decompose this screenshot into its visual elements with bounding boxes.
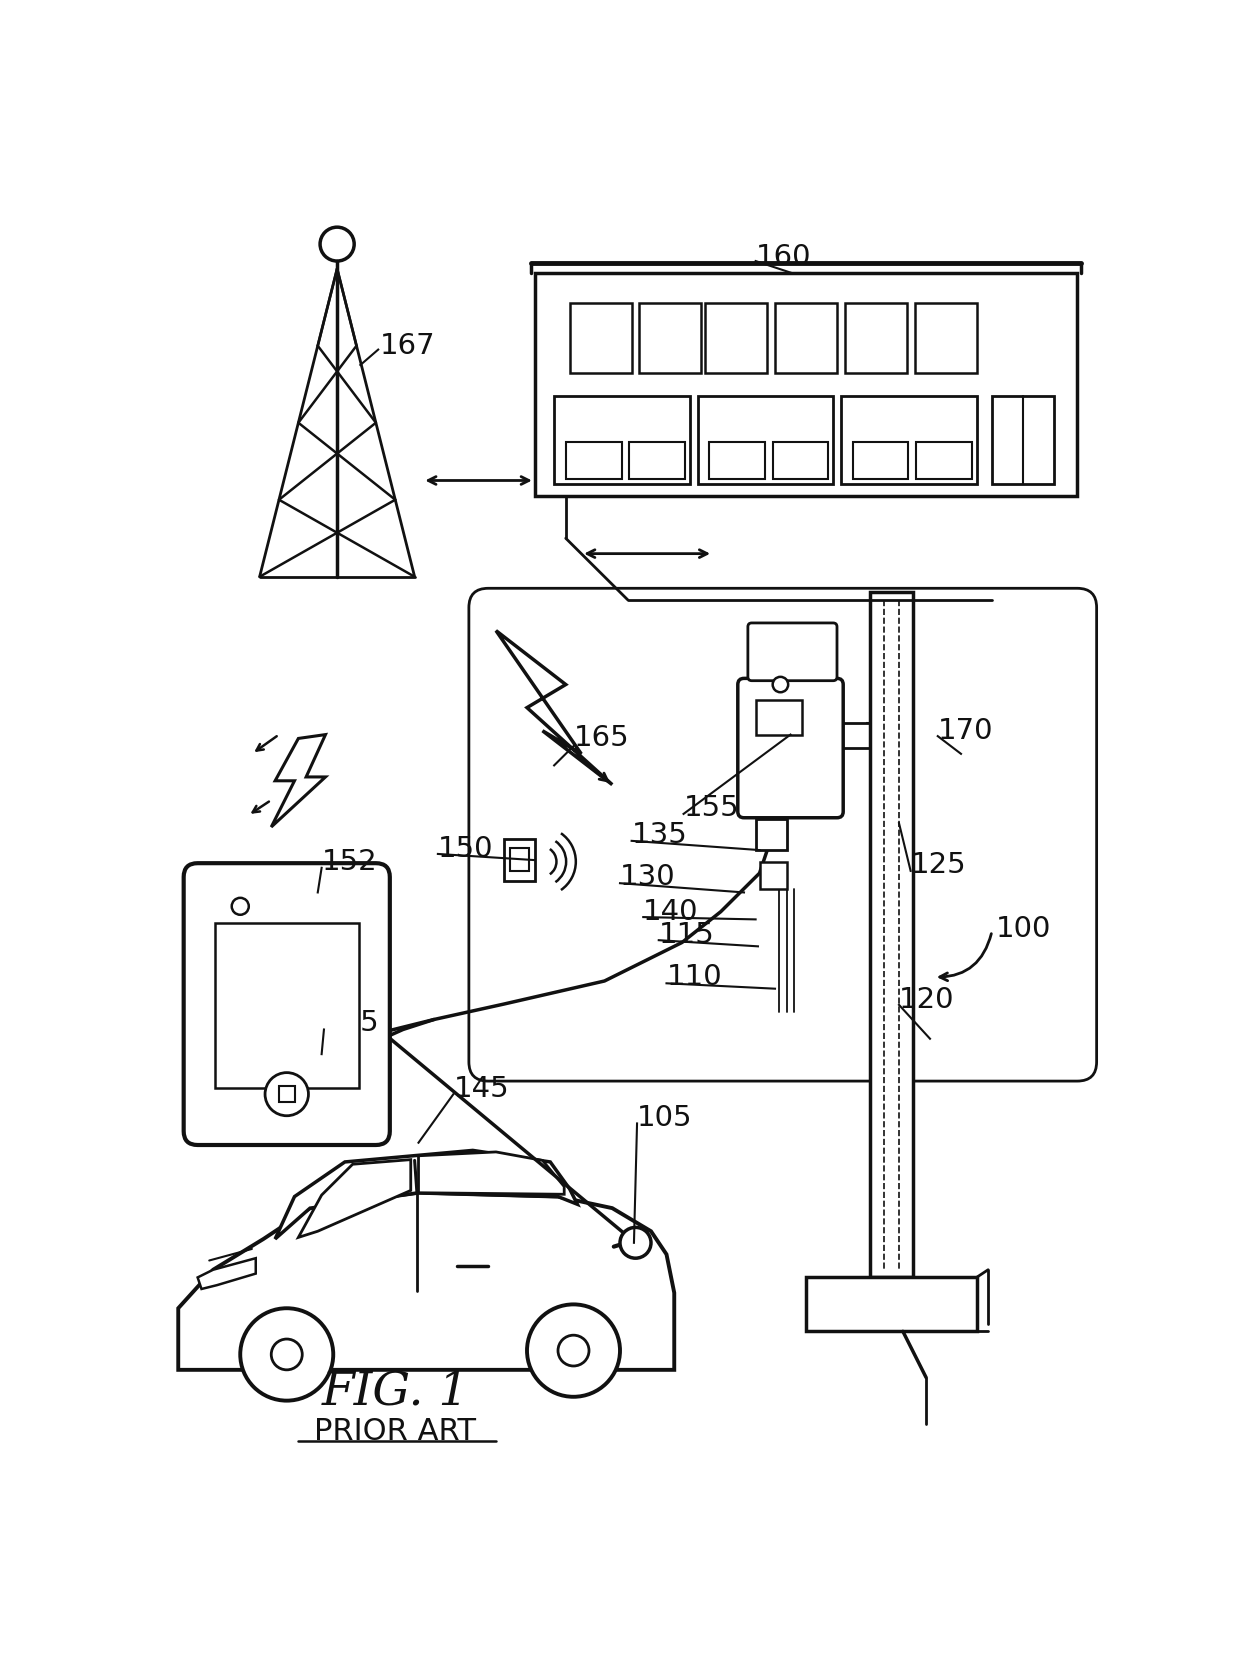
Circle shape [265,1072,309,1115]
Text: 150: 150 [438,834,494,863]
Polygon shape [419,1152,564,1195]
Bar [279,1087,295,1102]
FancyBboxPatch shape [748,623,837,681]
Text: FIG. 1: FIG. 1 [321,1369,469,1414]
Bar [629,442,684,479]
Bar [806,1278,977,1331]
Bar [773,442,828,479]
Circle shape [773,676,789,693]
Text: 175: 175 [324,1009,379,1037]
Bar [915,304,977,372]
Text: 110: 110 [667,964,722,991]
Circle shape [558,1335,589,1366]
Polygon shape [179,1193,675,1369]
Bar [503,839,534,881]
Text: 160: 160 [755,243,811,271]
Bar [569,304,631,372]
Text: 135: 135 [631,821,687,849]
Circle shape [320,228,355,261]
Bar [215,922,358,1089]
Text: 120: 120 [899,986,955,1014]
Text: 115: 115 [658,921,714,949]
Text: 170: 170 [937,716,993,745]
Polygon shape [299,1160,410,1238]
Bar [775,304,837,372]
Circle shape [232,897,249,914]
Polygon shape [275,1150,578,1238]
Bar [510,848,528,871]
Text: PRIOR ART: PRIOR ART [314,1418,476,1446]
FancyBboxPatch shape [738,678,843,818]
Bar [697,396,833,484]
Circle shape [620,1228,651,1258]
Bar [844,304,906,372]
Text: 155: 155 [683,794,739,821]
Text: 167: 167 [379,332,435,359]
Bar [755,700,802,735]
Bar [709,442,765,479]
FancyBboxPatch shape [469,588,1096,1080]
Bar [992,396,1054,484]
Bar [853,442,908,479]
FancyBboxPatch shape [184,863,389,1145]
Text: 105: 105 [637,1104,693,1132]
Bar [565,442,621,479]
Bar [706,304,768,372]
Text: 152: 152 [321,848,377,876]
Bar [870,592,913,1278]
Bar [841,396,977,484]
Polygon shape [197,1258,255,1290]
Polygon shape [272,735,325,828]
Text: 165: 165 [573,725,629,753]
Polygon shape [496,630,613,784]
Text: 145: 145 [454,1075,508,1104]
Text: 100: 100 [996,916,1052,944]
Circle shape [527,1305,620,1396]
Bar [916,442,972,479]
Bar [534,273,1078,495]
Bar [755,819,786,849]
Text: 140: 140 [644,897,699,926]
Bar [640,304,702,372]
Text: 130: 130 [620,863,676,891]
Circle shape [272,1340,303,1369]
Circle shape [241,1308,334,1401]
Bar [759,861,786,889]
Bar [554,396,689,484]
Text: 125: 125 [910,851,966,879]
